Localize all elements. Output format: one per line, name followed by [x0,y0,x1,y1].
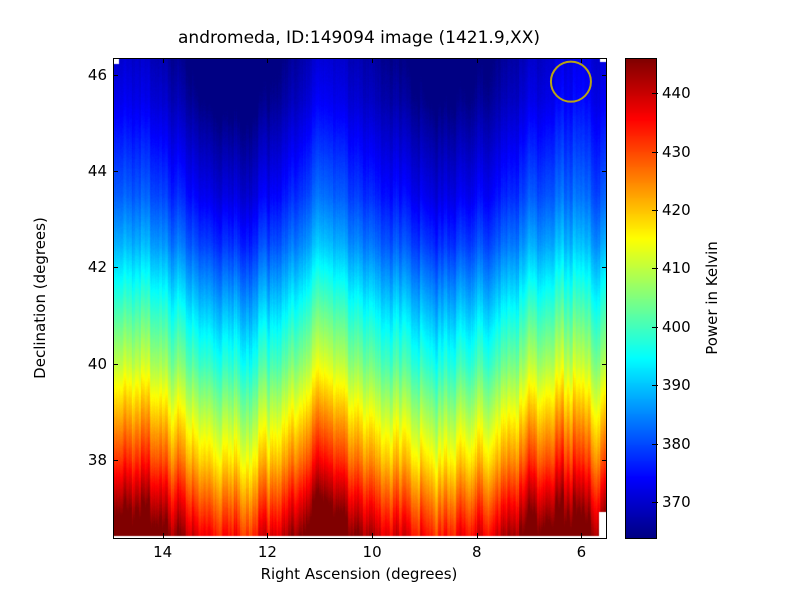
colorbar-label: Power in Kelvin [703,241,721,355]
x-tick-mark-top [476,58,478,63]
annotation-layer [549,60,592,103]
colorbar-tick-label: 440 [662,84,691,102]
colorbar-tick-mark [652,502,658,503]
x-tick-mark-top [267,58,269,63]
y-tick-mark-right [602,171,607,173]
y-tick-label: 38 [87,451,107,469]
page-title: andromeda, ID:149094 image (1421.9,XX) [178,28,540,48]
x-tick-mark [267,533,269,538]
heatmap-image [114,59,606,538]
colorbar-axes [625,58,657,539]
y-axis-label: Declination (degrees) [31,217,49,379]
x-tick-label: 14 [153,543,173,561]
x-tick-mark [162,533,164,538]
y-tick-mark-right [602,267,607,269]
colorbar-tick-label: 380 [662,434,691,453]
colorbar-tick-mark [652,209,658,211]
colorbar-tick-mark [652,326,658,328]
x-tick-mark [372,533,374,538]
x-axis-label: Right Ascension (degrees) [260,565,458,583]
y-tick-mark [113,267,118,269]
colorbar-tick-label: 400 [662,317,691,336]
y-tick-mark [113,171,118,173]
x-tick-mark-top [372,58,374,63]
colorbar-tick-mark [652,151,658,153]
x-tick-label: 6 [576,543,587,561]
x-tick-label: 8 [472,543,482,561]
colorbar-tick-label: 420 [662,200,691,219]
colorbar-tick-label: 410 [662,259,691,278]
y-tick-label: 42 [87,258,107,277]
y-tick-label: 44 [87,162,107,181]
colorbar-tick-label: 390 [662,376,691,395]
colorbar-tick-label: 370 [662,493,691,511]
x-tick-label: 10 [362,543,382,561]
y-tick-mark-right [602,363,607,365]
colorbar-tick-mark [652,93,658,94]
y-tick-label: 40 [87,354,107,373]
y-tick-mark [113,460,118,461]
x-tick-mark-top [162,58,164,63]
colorbar-tick-label: 430 [662,142,691,161]
colorbar-tick-mark [652,385,658,387]
x-tick-label: 12 [257,543,277,561]
y-tick-mark [113,363,118,365]
y-tick-mark-right [602,74,607,76]
colorbar-tick-mark [652,268,658,270]
colorbar-gradient [626,59,656,538]
y-tick-label: 46 [87,65,107,84]
x-tick-mark [476,533,478,538]
heatmap-axes [113,58,607,539]
colorbar-tick-mark [652,443,658,445]
source-marker-circle [549,60,592,103]
x-tick-mark [581,533,583,538]
x-tick-mark-top [581,58,583,63]
y-tick-mark-right [602,460,607,461]
y-tick-mark [113,74,118,76]
